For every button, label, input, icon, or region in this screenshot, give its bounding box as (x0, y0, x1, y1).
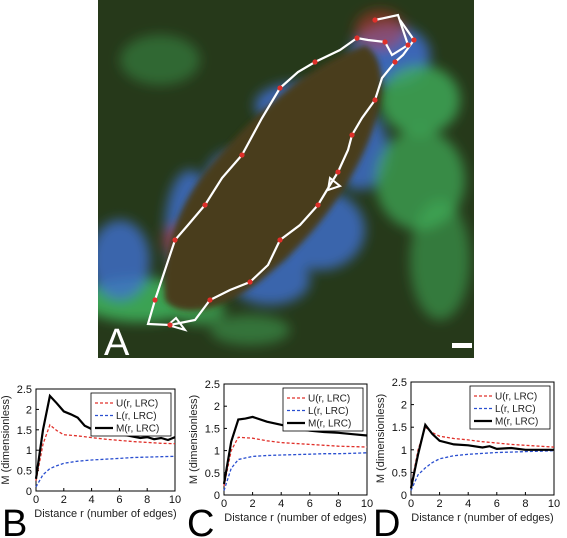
y-axis-label: M (dimensionless) (0, 395, 12, 484)
series-line (223, 436, 368, 487)
legend-label: M(r, LRC) (116, 424, 159, 435)
marker-dot (335, 169, 341, 175)
micrograph-panel: A (98, 0, 474, 364)
x-axis-label: Distance r (number of edges) (224, 512, 366, 524)
series-line (409, 422, 554, 489)
y-tick-label: 0 (214, 490, 220, 502)
y-axis-label: M (dimensionless) (375, 394, 387, 483)
marker-dot (392, 59, 398, 65)
marker-dot (152, 297, 158, 303)
x-tick-label: 0 (33, 494, 39, 506)
x-tick-label: 0 (221, 498, 227, 510)
y-tick-label: 0.5 (392, 467, 407, 479)
series-line (35, 423, 176, 481)
marker-dot (312, 59, 318, 65)
y-tick-label: 1 (214, 446, 220, 458)
panel-label-d: D (373, 503, 400, 538)
x-tick-label: 10 (361, 498, 373, 510)
stain-glow (380, 65, 460, 135)
marker-dot (202, 202, 208, 208)
stain-glow (98, 220, 150, 300)
y-tick-label: 1.5 (17, 425, 32, 437)
chart-panel-d: 0 2 4 6 8 10 0 0.5 1 1.5 2 2.5 Distance r (number of… (375, 377, 560, 524)
series-line (35, 455, 176, 488)
legend-label: U(r, LRC) (308, 394, 350, 405)
boundary-loop (165, 316, 188, 332)
panel-label-b: B (2, 503, 27, 538)
series-line (222, 415, 368, 485)
y-tick-label: 1 (401, 445, 407, 457)
cell-boundary-path (146, 13, 416, 332)
legend-label: U(r, LRC) (495, 392, 537, 403)
x-tick-label: 8 (335, 498, 341, 510)
scale-bar (452, 343, 472, 348)
chart-panel-c: 0 2 4 6 8 10 0 0.5 1 1.5 2 2.5 Distance r (number of… (188, 379, 373, 524)
y-tick-label: 2.5 (392, 377, 407, 389)
red-marker-dots (152, 17, 417, 328)
series-line (410, 450, 555, 491)
marker-dot (411, 37, 417, 43)
marker-dot (277, 237, 283, 243)
y-tick-label: 1.5 (392, 422, 407, 434)
series-line (223, 452, 368, 491)
x-tick-label: 4 (465, 498, 471, 510)
x-tick-label: 2 (250, 498, 256, 510)
marker-dot (354, 35, 360, 41)
boundary-loop (326, 176, 343, 192)
stain-glow (120, 35, 200, 85)
marker-dot (207, 297, 213, 303)
y-tick-label: 2 (401, 400, 407, 412)
legend-label: L(r, LRC) (116, 411, 157, 422)
marker-dot (167, 322, 173, 328)
chart-panel-b: 0 2 4 6 8 10 0 0.5 1 1.5 2 2.5 Distance r (number of… (0, 384, 181, 520)
y-tick-label: 2 (214, 401, 220, 413)
y-tick-label: 1 (26, 445, 32, 457)
legend-label: L(r, LRC) (308, 406, 349, 417)
marker-dot (405, 42, 411, 48)
y-tick-label: 0.5 (17, 466, 32, 478)
legend-label: U(r, LRC) (116, 399, 158, 410)
x-axis-label: Distance r (number of edges) (34, 508, 176, 520)
x-axis-label: Distance r (number of edges) (411, 512, 553, 524)
y-tick-label: 2.5 (17, 384, 32, 396)
y-tick-label: 0 (401, 490, 407, 502)
x-tick-label: 6 (307, 498, 313, 510)
marker-dot (372, 97, 378, 103)
marker-dot (372, 17, 378, 23)
cell-body (164, 45, 382, 311)
marker-dot (382, 39, 388, 45)
marker-dot (239, 152, 245, 158)
y-tick-label: 0 (26, 486, 32, 498)
marker-dot (247, 279, 253, 285)
x-tick-label: 6 (116, 494, 122, 506)
x-tick-label: 4 (89, 494, 95, 506)
panel-label-c: C (187, 503, 214, 538)
stain-glow (210, 315, 290, 345)
y-tick-label: 0.5 (205, 468, 220, 480)
panel-label-a: A (104, 322, 130, 364)
y-tick-label: 2.5 (205, 379, 220, 391)
x-tick-label: 8 (144, 494, 150, 506)
x-tick-label: 10 (548, 498, 560, 510)
x-tick-label: 2 (61, 494, 67, 506)
x-tick-label: 2 (437, 498, 443, 510)
x-tick-label: 0 (408, 498, 414, 510)
legend-label: L(r, LRC) (495, 404, 536, 415)
y-tick-label: 2 (26, 404, 32, 416)
y-axis-label: M (dimensionless) (188, 395, 200, 484)
x-tick-label: 8 (522, 498, 528, 510)
legend-label: M(r, LRC) (308, 419, 351, 430)
marker-dot (315, 202, 321, 208)
marker-dot (349, 132, 355, 138)
x-tick-label: 4 (278, 498, 284, 510)
marker-dot (172, 237, 178, 243)
y-tick-label: 1.5 (205, 423, 220, 435)
legend-label: M(r, LRC) (495, 417, 538, 428)
x-tick-label: 10 (169, 494, 181, 506)
marker-dot (277, 85, 283, 91)
stain-glow (410, 200, 470, 320)
boundary-line (146, 13, 416, 327)
x-tick-label: 6 (494, 498, 500, 510)
